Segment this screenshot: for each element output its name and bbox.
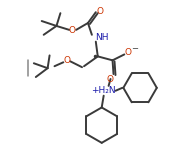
Text: O: O (64, 56, 71, 65)
Text: +H₂N: +H₂N (91, 86, 116, 95)
Text: −: − (131, 44, 138, 53)
Text: O: O (69, 26, 76, 35)
Text: NH: NH (95, 33, 108, 42)
Text: O: O (125, 48, 132, 57)
Text: O: O (96, 7, 103, 16)
Text: O: O (106, 76, 113, 84)
